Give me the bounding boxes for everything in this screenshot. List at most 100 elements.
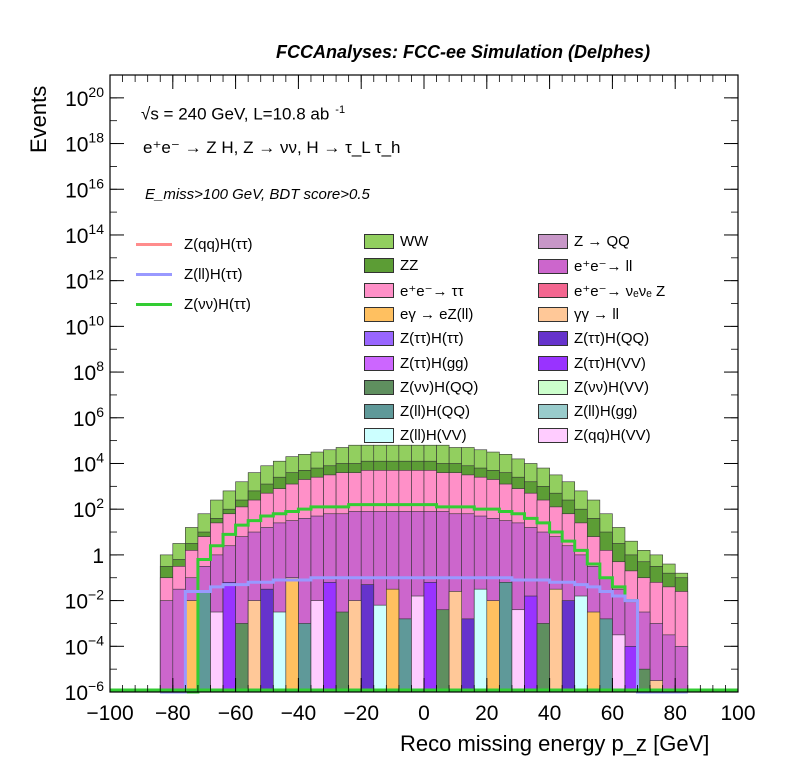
x-tick-label: 60 [601, 702, 624, 725]
energy-annotation: √s = 240 GeV, L=10.8 ab -1 [141, 104, 345, 125]
legend-box-swatch [538, 234, 568, 249]
bar-low-33 [574, 595, 588, 693]
x-tick-label: −80 [155, 702, 191, 725]
legend-background-entry: γγ → ll [538, 306, 619, 323]
legend-background-entry: Z → QQ [538, 233, 630, 250]
legend-background-entry: Z(νν)H(VV) [538, 379, 649, 396]
bar-low-20 [411, 595, 425, 693]
bar-low-32 [561, 600, 576, 693]
bar-low-27 [499, 582, 513, 693]
legend-background-entry: WW [364, 233, 428, 250]
legend-label: Z(ττ)H(gg) [400, 354, 469, 372]
legend-label: Z(ττ)H(VV) [574, 354, 646, 372]
legend-label: Z(ττ)H(ττ) [400, 330, 464, 348]
legend-box-swatch [364, 306, 394, 322]
legend-box-swatch [364, 428, 394, 444]
legend-box-swatch [538, 258, 568, 274]
legend-signal-entry: Z(qq)H(ττ) [136, 236, 253, 253]
legend-label: ZZ [400, 257, 419, 275]
x-tick-label: 40 [538, 702, 561, 725]
legend-line-swatch [136, 273, 172, 276]
energy-text: √s = 240 GeV, L=10.8 ab [141, 104, 330, 124]
chart-title: FCCAnalyses: FCC-ee Simulation (Delphes) [276, 42, 651, 62]
legend-background-entry: e⁺e⁻→ ll [538, 257, 632, 275]
bar-low-4 [210, 611, 224, 693]
legend-label: Z(ll)H(QQ) [400, 403, 470, 421]
bar-low-22 [436, 609, 450, 693]
legend-signal-entry: Z(νν)H(ττ) [136, 296, 251, 313]
bar-low-9 [272, 611, 287, 693]
legend-label: Z(qq)H(ττ) [184, 236, 253, 253]
y-tick-label: 10−6 [65, 678, 105, 705]
legend-label: Z(νν)H(ττ) [184, 296, 251, 313]
bar-low-11 [298, 623, 312, 693]
bar-low-25 [473, 588, 488, 693]
legend-label: Z(ll)H(gg) [574, 403, 638, 421]
legend-box-swatch [538, 283, 568, 299]
legend-label: Z(νν)H(VV) [574, 378, 649, 396]
legend-background-entry: Z(qq)H(VV) [538, 427, 651, 444]
bar-low-28 [511, 609, 525, 693]
legend-box-swatch [364, 404, 394, 420]
x-tick-label: 0 [418, 702, 430, 725]
x-tick-label: −60 [218, 702, 254, 725]
bar-rest-1 [172, 588, 186, 693]
legend-label: Z(νν)H(QQ) [400, 378, 479, 396]
legend-label: e⁺e⁻→ ττ [400, 282, 464, 300]
process-annotation: e⁺e⁻ → Z H, Z → νν, H → τ_L τ_h [143, 138, 401, 157]
legend-box-swatch [538, 331, 568, 347]
legend-box-swatch [364, 283, 394, 299]
y-tick-label: 104 [73, 449, 104, 476]
bar-low-23 [448, 591, 462, 693]
legend-box-swatch [538, 355, 568, 371]
bar-low-16 [360, 584, 375, 693]
legend-background-entry: Z(ττ)H(QQ) [538, 330, 649, 347]
legend-background-entry: e⁺e⁻→ ττ [364, 282, 464, 300]
bar-low-8 [260, 588, 274, 693]
bar-low-3 [197, 591, 211, 693]
bar-low-14 [335, 611, 349, 693]
bar-low-36 [612, 634, 626, 693]
legend-label: Z(ττ)H(QQ) [574, 330, 650, 348]
x-tick-label: −40 [281, 702, 317, 725]
bar-low-6 [235, 623, 249, 693]
bar-low-7 [247, 600, 262, 693]
x-axis-label: Reco missing energy p_z [GeV] [400, 731, 710, 756]
signal-line-zllhtautau [160, 576, 688, 694]
bar-low-29 [524, 595, 538, 693]
bar-low-35 [599, 618, 613, 693]
y-tick-label: 1 [92, 545, 104, 568]
bar-low-37 [624, 645, 638, 693]
bar-low-12 [310, 600, 324, 693]
y-tick-label: 1014 [65, 221, 104, 248]
bar-rest-0 [159, 600, 174, 693]
x-tick-label: −100 [86, 702, 133, 725]
legend-background-entry: e⁺e⁻→ νₑνₑ Z [538, 282, 665, 300]
bar-rest-40 [662, 634, 676, 693]
legend-label: e⁺e⁻→ ll [574, 258, 633, 276]
y-axis-label: Events [26, 85, 51, 153]
legend-label: Z(ll)H(ττ) [184, 266, 243, 283]
axes-ticks: −100 −80 −60 −40 −20 0 20 40 60 80 10010−610−410−2… [65, 74, 756, 725]
legend-box-swatch [538, 379, 568, 395]
x-tick-label: −20 [343, 702, 379, 725]
legend-label: Z(ll)H(VV) [400, 427, 467, 445]
legend-label: eγ → eZ(ll) [400, 305, 474, 323]
bar-low-2 [185, 600, 199, 693]
legend-box-swatch [538, 306, 568, 322]
bar-low-34 [586, 611, 601, 693]
signal-line-zvvhtautau [160, 503, 688, 694]
legend-label: Z(qq)H(VV) [574, 427, 651, 445]
legend-background-entry: Z(ll)H(gg) [538, 403, 637, 420]
bar-low-26 [486, 600, 500, 693]
bar-low-15 [348, 600, 362, 693]
legend-line-swatch [136, 303, 172, 306]
legend-background-entry: Z(νν)H(QQ) [364, 379, 478, 396]
bar-low-10 [285, 577, 299, 693]
x-tick-label: 80 [664, 702, 687, 725]
bar-low-13 [323, 582, 337, 693]
legend-background-entry: eγ → eZ(ll) [364, 306, 473, 323]
x-tick-label: 100 [720, 702, 755, 725]
legend-box-swatch [364, 258, 394, 274]
